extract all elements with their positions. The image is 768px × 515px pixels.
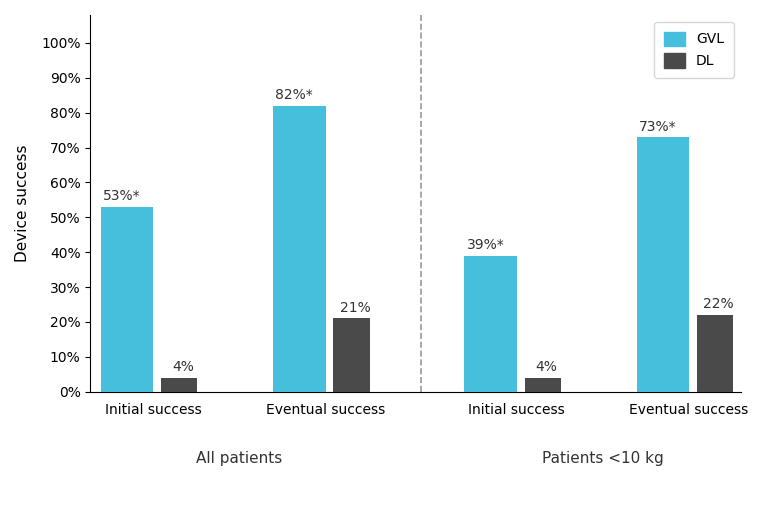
Bar [525,377,561,392]
Text: 22%: 22% [703,298,734,312]
Text: Patients <10 kg: Patients <10 kg [542,451,664,466]
Bar [161,377,197,392]
Text: 39%*: 39%* [467,238,505,252]
Bar [465,255,517,392]
Text: 82%*: 82%* [275,88,313,102]
Text: 53%*: 53%* [103,190,141,203]
Text: All patients: All patients [196,451,283,466]
Text: 73%*: 73%* [639,119,677,133]
Bar [273,106,326,392]
Y-axis label: Device success: Device success [15,145,30,262]
Text: 21%: 21% [339,301,370,315]
Bar [637,137,689,392]
Text: 4%: 4% [172,360,194,374]
Bar [101,207,154,392]
Bar [697,315,733,392]
Legend: GVL, DL: GVL, DL [654,22,733,78]
Bar [333,318,369,392]
Text: 4%: 4% [535,360,558,374]
